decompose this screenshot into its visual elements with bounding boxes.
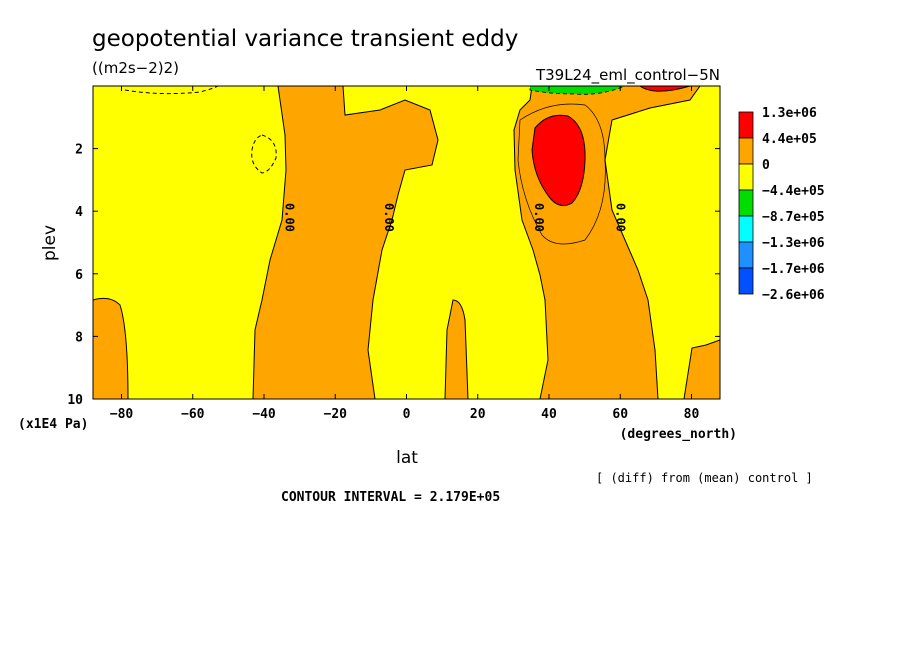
x-axis-label: lat [396, 448, 418, 468]
y-tick-label: 10 [67, 393, 83, 408]
y-axis-unit: (x1E4 Pa) [18, 417, 88, 432]
y-tick-label: 2 [75, 143, 83, 158]
colorbar-swatch [738, 163, 754, 191]
y-axis-label: plev [40, 225, 60, 261]
x-tick-label: 40 [541, 407, 557, 422]
contour-labels: 0.00 0.00 0.00 0.00 [282, 203, 627, 232]
colorbar-swatch [738, 267, 754, 295]
y-tick-label: 4 [75, 205, 83, 220]
field-maximum-upper [639, 86, 691, 92]
field-zero-region-left [93, 86, 287, 399]
field-zero-region-right [604, 86, 720, 399]
colorbar-swatch [738, 137, 754, 165]
y-axis: 2 4 6 8 10 [67, 143, 720, 408]
x-tick-label: −80 [110, 407, 134, 422]
field-maximum-midlatitude [531, 114, 586, 207]
colorbar-label: 0 [762, 158, 770, 173]
chart-title: geopotential variance transient eddy [92, 26, 518, 52]
colorbar-label: −4.4e+05 [762, 184, 825, 199]
colorbar-label: −1.7e+06 [762, 262, 825, 277]
field-zero-region-center [342, 86, 549, 399]
contour-negative-small [251, 134, 277, 174]
x-axis: −80 −60 −40 −20 0 20 40 60 80 [110, 86, 700, 422]
colorbar: 1.3e+06 4.4e+05 0 −4.4e+05 −8.7e+05 −1.3e+06 −… [738, 106, 825, 303]
colorbar-label: 4.4e+05 [762, 132, 817, 147]
x-tick-label: −20 [324, 407, 348, 422]
colorbar-label: −1.3e+06 [762, 236, 825, 251]
contour-interval: CONTOUR INTERVAL = 2.179E+05 [281, 490, 500, 505]
x-tick-label: −40 [252, 407, 276, 422]
colorbar-swatch [738, 189, 754, 217]
colorbar-swatch [738, 111, 754, 139]
colorbar-label: −2.6e+06 [762, 288, 825, 303]
contour-line-positive [517, 103, 606, 245]
colorbar-swatch [738, 241, 754, 269]
contour-label: 0.00 [282, 203, 296, 232]
units-label: ((m2s−2)2) [92, 59, 179, 77]
field-negative-upper [529, 86, 626, 95]
colorbar-label: 1.3e+06 [762, 106, 817, 121]
x-tick-label: 60 [612, 407, 628, 422]
contour-label: 0.00 [382, 203, 396, 232]
contour-label: 0.00 [614, 203, 628, 232]
experiment-label: T39L24_eml_control−5N [535, 66, 720, 85]
x-tick-label: 20 [470, 407, 486, 422]
x-tick-label: 80 [684, 407, 700, 422]
x-tick-label: 0 [403, 407, 411, 422]
x-axis-unit: (degrees_north) [620, 427, 737, 442]
y-tick-label: 8 [75, 330, 83, 345]
diff-note: [ (diff) from (mean) control ] [596, 471, 813, 485]
contour-label: 0.00 [532, 203, 546, 232]
x-tick-label: −60 [181, 407, 205, 422]
colorbar-swatch [738, 215, 754, 243]
plot-area [93, 86, 720, 399]
colorbar-label: −8.7e+05 [762, 210, 825, 225]
y-tick-label: 6 [75, 268, 83, 283]
